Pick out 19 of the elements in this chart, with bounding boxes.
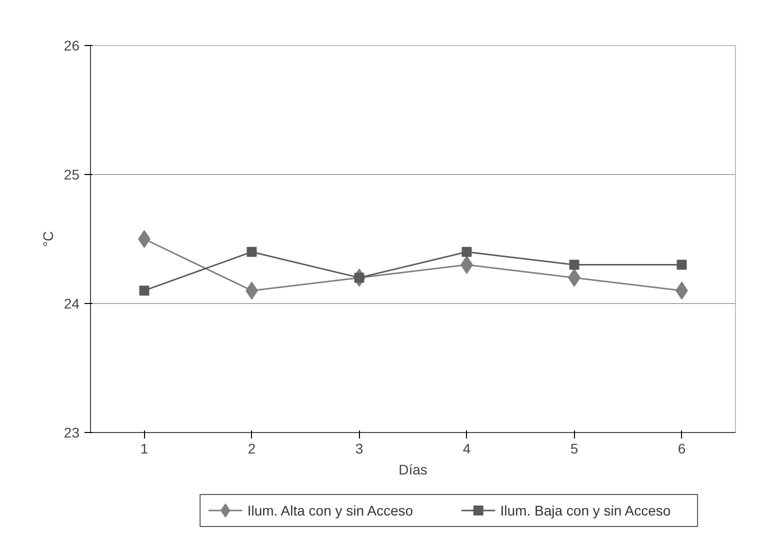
y-tick-label: 24 bbox=[64, 296, 80, 312]
point bbox=[139, 286, 150, 296]
y-tick-label: 26 bbox=[64, 38, 80, 54]
x-tick-label: 4 bbox=[462, 440, 471, 456]
x-tick-label: 3 bbox=[355, 440, 364, 456]
legend-label: Ilum. Baja con y sin Acceso bbox=[500, 502, 671, 518]
point bbox=[569, 260, 580, 270]
y-tick-label: 25 bbox=[64, 166, 80, 182]
x-tick-label: 6 bbox=[678, 440, 686, 456]
point bbox=[246, 246, 257, 257]
point bbox=[462, 246, 472, 257]
y-axis-title: °C bbox=[40, 231, 56, 247]
x-tick-label: 2 bbox=[248, 440, 256, 456]
legend-label: Ilum. Alta con y sin Acceso bbox=[247, 502, 414, 518]
point bbox=[676, 260, 687, 270]
x-axis-title: Días bbox=[398, 462, 428, 478]
x-tick-label: 1 bbox=[140, 440, 148, 456]
y-tick-label: 23 bbox=[64, 424, 80, 440]
x-tick-label: 5 bbox=[570, 440, 578, 456]
